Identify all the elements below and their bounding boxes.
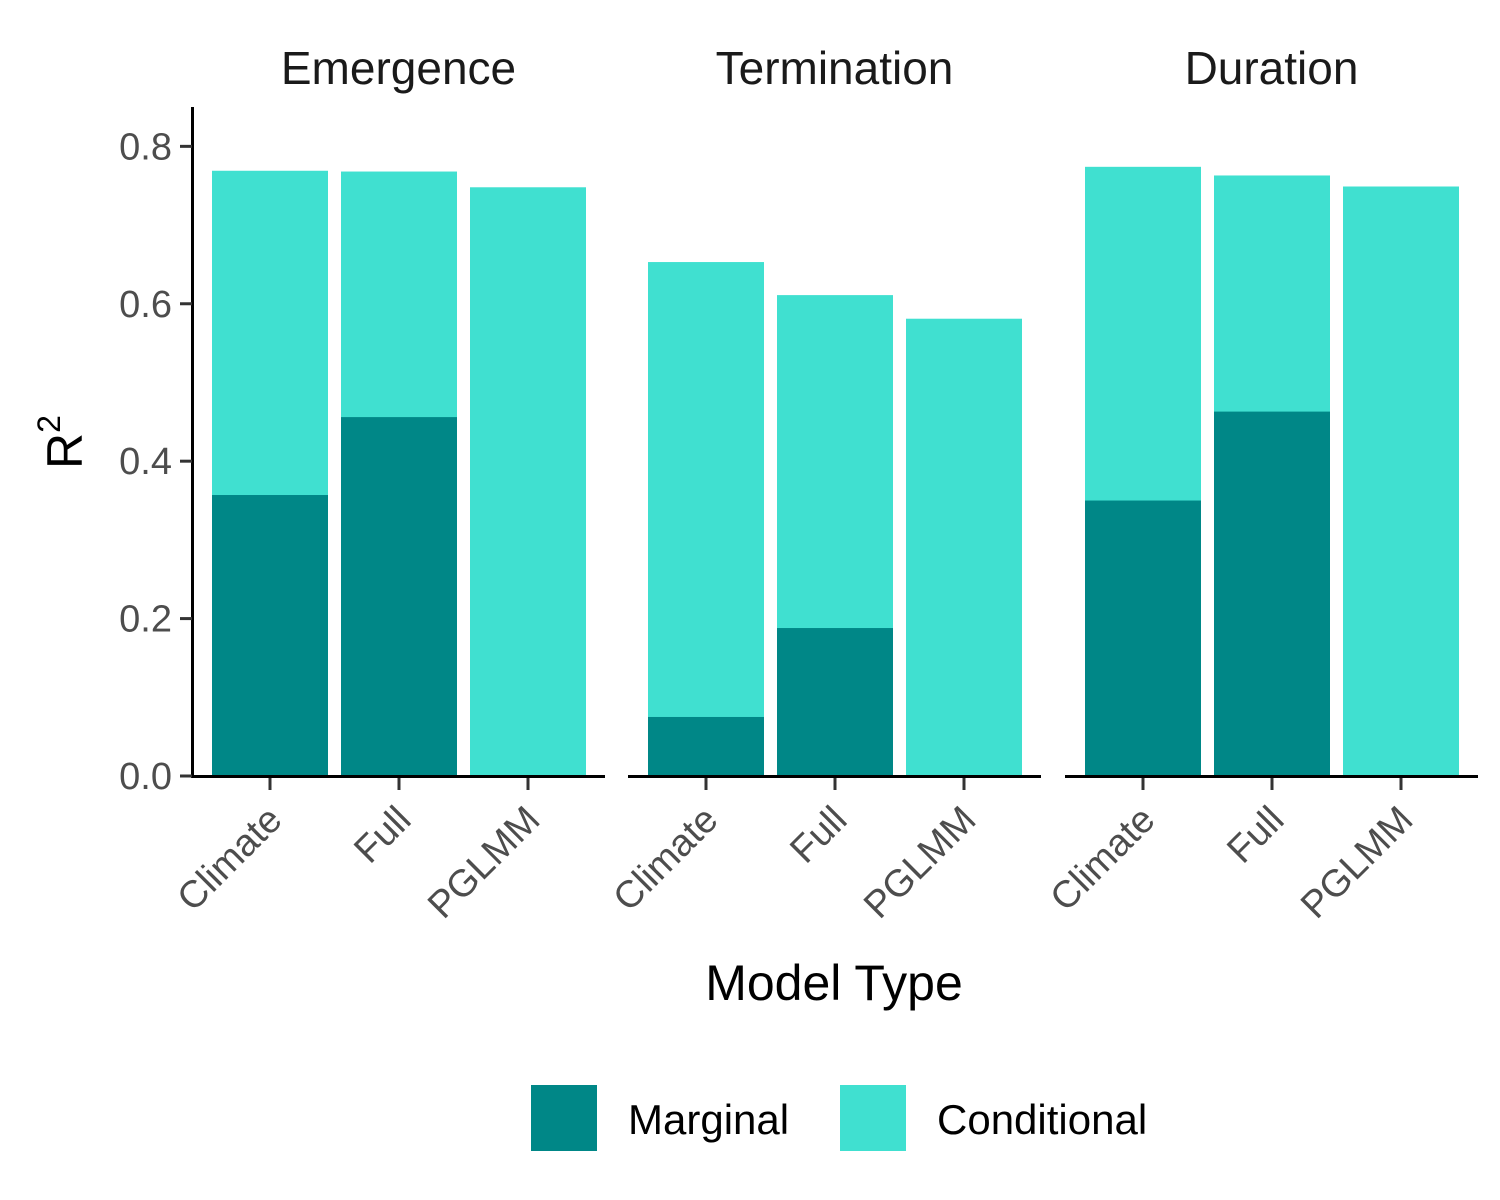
x-tick-label: PGLMM [856,799,984,927]
x-tick-label: Climate [1043,799,1164,920]
facet-title: Duration [1185,42,1359,94]
bar-conditional-climate [648,262,764,776]
facet-title: Emergence [281,42,516,94]
x-tick-label: PGLMM [420,799,548,927]
x-tick-label: Climate [170,799,291,920]
x-axis-title: Model Type [705,955,963,1011]
x-tick-label: Full [346,799,419,872]
x-tick-label: PGLMM [1293,799,1421,927]
y-tick-label: 0.6 [119,284,172,326]
bar-marginal-climate [1085,500,1201,776]
bar-marginal-full [341,417,457,776]
x-tick-label: Climate [606,799,727,920]
y-axis-title-base: R [37,433,93,469]
y-tick-label: 0.0 [119,756,172,798]
y-tick-label: 0.2 [119,599,172,641]
legend: Marginal Conditional [531,1085,1147,1151]
y-axis-title: R2 [31,415,93,469]
facet-termination: Termination Climate Full PGLMM [606,42,1041,927]
facet-duration: Duration Climate Full PGLMM [1043,42,1478,927]
bar-marginal-full [777,628,893,776]
legend-label-conditional: Conditional [937,1096,1147,1143]
bar-marginal-climate [212,495,328,776]
bar-conditional-pglmm [470,187,586,776]
legend-key-marginal [531,1085,597,1151]
legend-label-marginal: Marginal [628,1096,789,1143]
y-axis: 0.0 0.2 0.4 0.6 0.8 [119,107,194,798]
facet-emergence: Emergence Climate Full PGLMM [170,42,605,927]
x-tick-label: Full [1219,799,1292,872]
bar-marginal-full [1214,411,1330,776]
y-tick-label: 0.4 [119,441,172,483]
facet-title: Termination [716,42,954,94]
x-tick-label: Full [782,799,855,872]
legend-key-conditional [840,1085,906,1151]
y-axis-title-superscript: 2 [31,415,67,433]
y-tick-label: 0.8 [119,126,172,168]
bar-conditional-pglmm [1343,186,1459,777]
bar-marginal-climate [648,716,764,776]
bar-conditional-pglmm [906,318,1022,776]
